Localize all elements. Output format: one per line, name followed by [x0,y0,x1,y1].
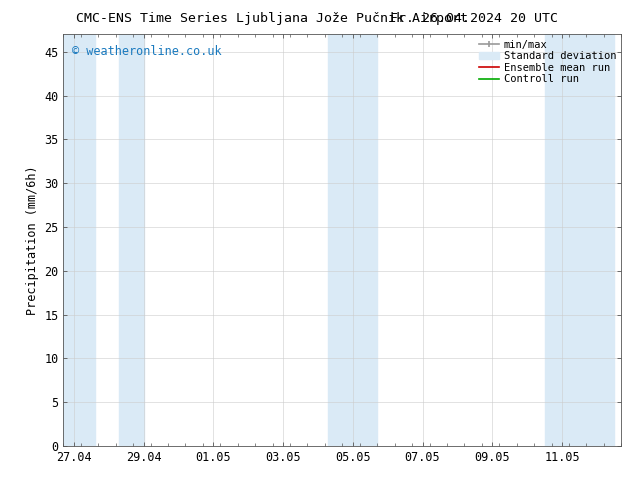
Legend: min/max, Standard deviation, Ensemble mean run, Controll run: min/max, Standard deviation, Ensemble me… [479,40,616,84]
Text: © weatheronline.co.uk: © weatheronline.co.uk [72,45,221,58]
Bar [63,34,95,446]
Bar [545,34,614,446]
Text: Fr. 26.04.2024 20 UTC: Fr. 26.04.2024 20 UTC [390,12,558,25]
Y-axis label: Precipitation (mm/6h): Precipitation (mm/6h) [26,165,39,315]
Text: CMC-ENS Time Series Ljubljana Jože Pučnik Airport: CMC-ENS Time Series Ljubljana Jože Pučni… [76,12,468,25]
Bar [328,34,377,446]
Bar [119,34,143,446]
